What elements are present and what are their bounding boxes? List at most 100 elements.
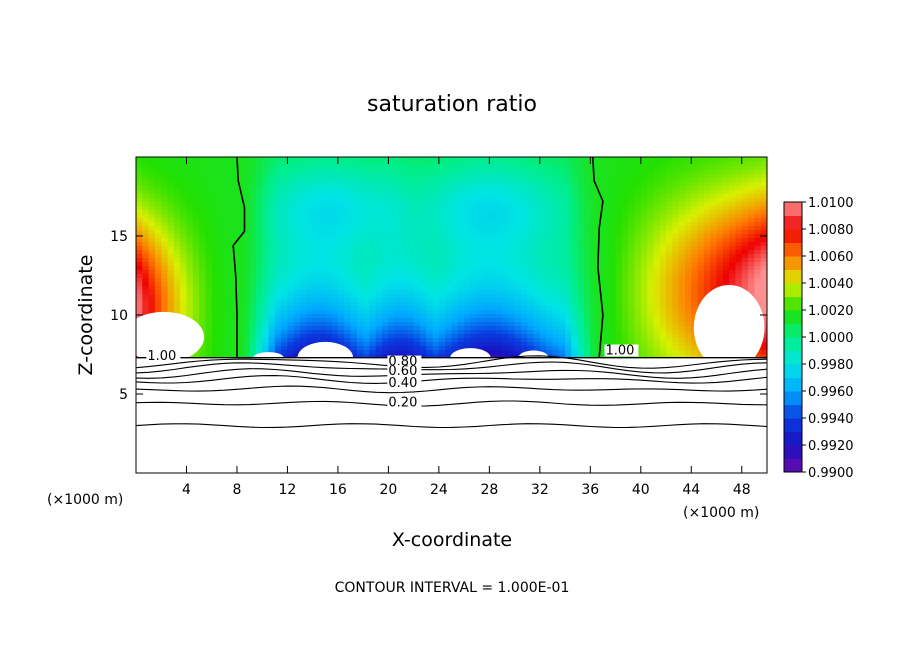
heat-cell	[224, 309, 232, 315]
heat-cell	[432, 173, 440, 178]
heat-cell	[337, 245, 345, 250]
heat-cell	[249, 273, 257, 278]
heat-cell	[596, 301, 604, 307]
heat-cell	[489, 305, 497, 311]
heat-cell	[249, 261, 257, 266]
heat-cell	[748, 177, 755, 182]
heat-cell	[369, 333, 377, 339]
heat-cell	[552, 157, 560, 162]
heat-cell	[249, 197, 257, 202]
heat-cell	[325, 273, 333, 278]
heat-cell	[148, 201, 156, 206]
heat-cell	[710, 209, 718, 214]
heat-cell	[451, 317, 459, 323]
heat-cell	[489, 217, 497, 222]
heat-cell	[546, 197, 554, 202]
heat-cell	[539, 329, 547, 335]
heat-cell	[401, 189, 408, 194]
heat-cell	[552, 349, 560, 355]
heat-cell	[281, 345, 289, 351]
heat-cell	[230, 349, 238, 355]
heat-cell	[445, 277, 453, 283]
heat-cell	[205, 317, 213, 323]
heat-cell	[514, 325, 522, 331]
heat-cell	[255, 321, 263, 327]
heat-cell	[659, 277, 667, 283]
heat-cell	[735, 253, 743, 258]
heat-cell	[281, 221, 289, 226]
heat-cell	[148, 185, 156, 190]
heat-cell	[501, 313, 509, 319]
heat-cell	[748, 189, 755, 194]
heat-cell	[236, 161, 244, 166]
heat-cell	[199, 297, 207, 303]
heat-cell	[401, 341, 408, 347]
heat-cell	[432, 265, 440, 270]
heat-cell	[445, 265, 453, 270]
heat-cell	[590, 185, 598, 190]
heat-cell	[224, 261, 232, 266]
heat-cell	[483, 337, 490, 343]
heat-cell	[470, 181, 478, 186]
heat-cell	[325, 257, 333, 262]
heat-cell	[647, 281, 655, 287]
heat-cell	[552, 293, 560, 299]
heat-cell	[729, 233, 737, 238]
heat-cell	[476, 329, 484, 335]
heat-cell	[684, 261, 692, 266]
heat-cell	[180, 285, 188, 291]
heat-cell	[318, 237, 326, 242]
heat-cell	[647, 225, 655, 230]
heat-cell	[678, 241, 686, 246]
heat-cell	[716, 161, 724, 166]
heat-cell	[577, 269, 585, 274]
heat-cell	[501, 269, 509, 274]
heat-cell	[255, 237, 263, 242]
heat-cell	[628, 333, 636, 339]
heat-cell	[255, 305, 263, 311]
heat-cell	[590, 249, 598, 254]
heat-cell	[274, 205, 282, 210]
heat-cell	[634, 329, 642, 335]
heat-cell	[401, 269, 408, 274]
heat-cell	[716, 177, 724, 182]
heat-cell	[375, 161, 383, 166]
heat-cell	[558, 249, 566, 254]
heat-cell	[584, 161, 591, 166]
heat-cell	[552, 281, 560, 287]
heat-cell	[136, 181, 143, 186]
heat-cell	[369, 177, 377, 182]
heat-cell	[180, 181, 188, 186]
heat-cell	[438, 205, 446, 210]
heat-cell	[230, 285, 238, 291]
heat-cell	[300, 301, 307, 307]
heat-cell	[476, 241, 484, 246]
heat-cell	[691, 165, 699, 170]
heat-cell	[666, 161, 673, 166]
heat-cell	[666, 189, 673, 194]
heat-cell	[754, 181, 762, 186]
heat-cell	[584, 257, 591, 262]
heat-cell	[520, 293, 528, 299]
heat-cell	[501, 265, 509, 270]
heat-cell	[287, 305, 295, 311]
heat-cell	[142, 277, 150, 283]
heat-cell	[501, 349, 509, 355]
heat-cell	[653, 169, 661, 174]
heat-cell	[243, 313, 251, 319]
heat-cell	[394, 157, 402, 162]
heat-cell	[514, 261, 522, 266]
heat-cell	[470, 309, 478, 315]
heat-cell	[527, 285, 535, 291]
heat-cell	[710, 277, 718, 283]
heat-cell	[325, 233, 333, 238]
heat-cell	[375, 237, 383, 242]
heat-cell	[628, 197, 636, 202]
heat-cell	[363, 345, 371, 351]
heat-cell	[634, 265, 642, 270]
heat-cell	[577, 221, 585, 226]
heat-cell	[710, 165, 718, 170]
heat-cell	[722, 257, 730, 262]
heat-cell	[527, 185, 535, 190]
heat-cell	[552, 273, 560, 278]
